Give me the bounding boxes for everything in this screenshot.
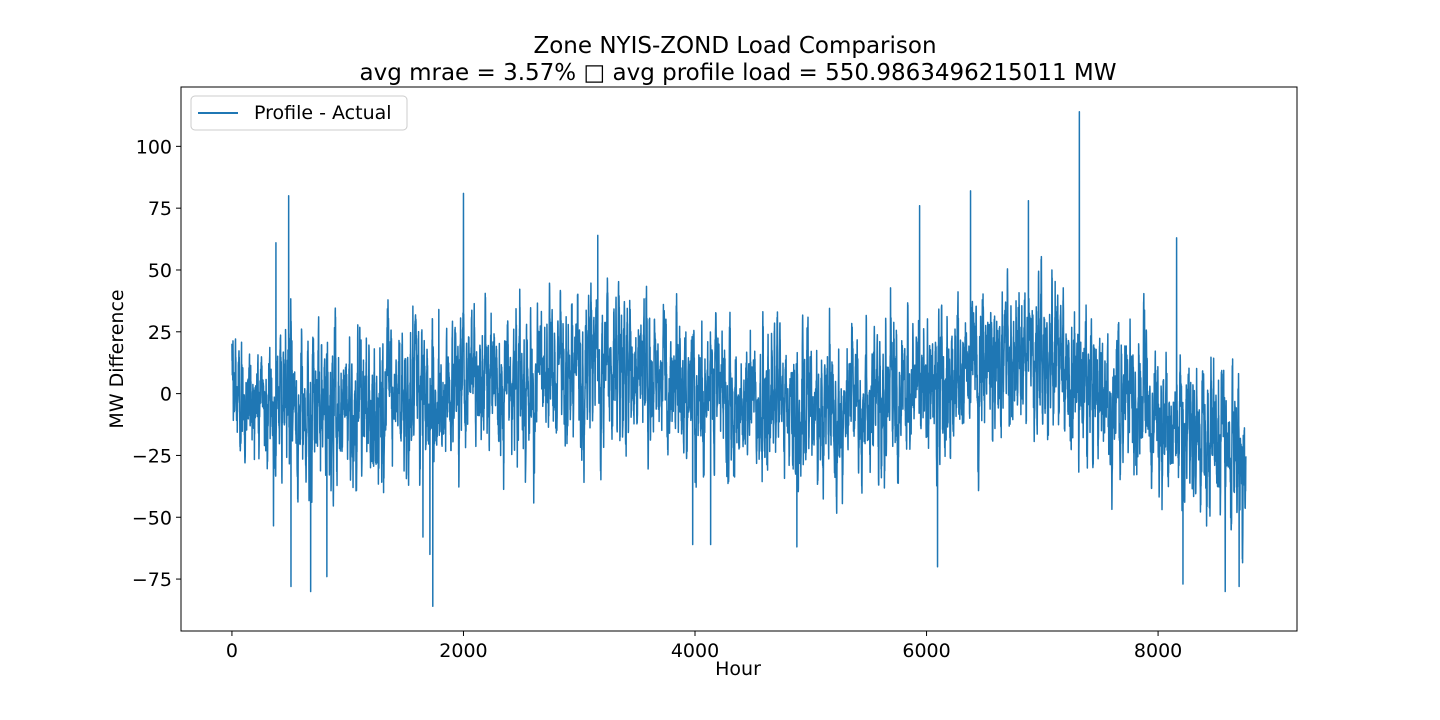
chart-subtitle: avg mrae = 3.57% □ avg profile load = 55… [359, 60, 1116, 86]
y-tick-label: −50 [132, 507, 172, 529]
y-tick-label: 100 [136, 136, 172, 158]
y-tick-label: −75 [132, 569, 172, 591]
plot-area [180, 86, 1298, 632]
y-tick-label: 25 [148, 322, 172, 344]
legend-box [190, 95, 408, 131]
legend: Profile - Actual [190, 95, 408, 131]
x-tick-label: 6000 [902, 640, 950, 662]
y-tick-label: 75 [148, 198, 172, 220]
y-axis-label: MW Difference [106, 289, 128, 428]
y-tick-label: 50 [148, 260, 172, 282]
x-tick-label: 8000 [1134, 640, 1182, 662]
series-line-profile-actual [231, 110, 1247, 608]
x-axis-label: Hour [715, 658, 761, 680]
y-axis: −75 −50 −25 0 25 50 75 100 [132, 136, 181, 591]
chart-title: Zone NYIS-ZOND Load Comparison [533, 33, 936, 59]
x-axis: 0 2000 4000 6000 8000 [226, 631, 1182, 662]
y-tick-label: −25 [132, 445, 172, 467]
y-tick-label: 0 [160, 384, 172, 406]
legend-label-profile-actual: Profile - Actual [254, 102, 392, 124]
x-tick-label: 4000 [671, 640, 719, 662]
x-tick-label: 2000 [439, 640, 487, 662]
x-tick-label: 0 [226, 640, 238, 662]
